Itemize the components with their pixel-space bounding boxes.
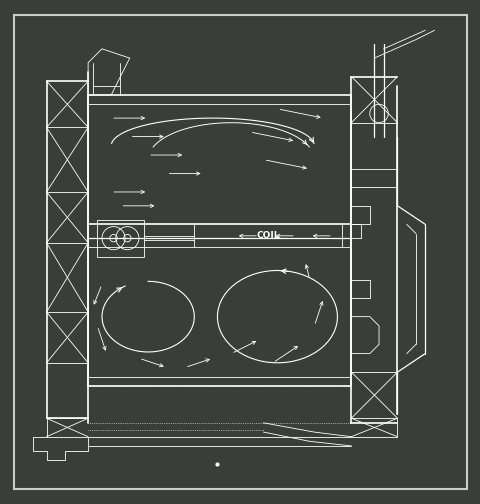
Text: COIL: COIL bbox=[256, 231, 279, 240]
Bar bbox=[97, 220, 143, 257]
